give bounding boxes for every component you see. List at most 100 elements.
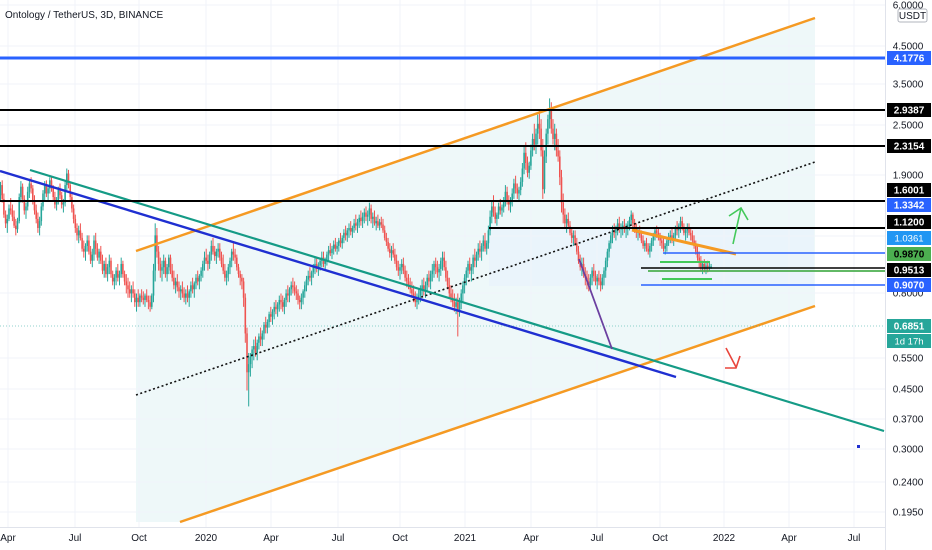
candle: [193, 281, 196, 298]
candle: [530, 144, 532, 170]
candle: [332, 240, 335, 255]
candle: [377, 214, 379, 229]
candle: [168, 254, 170, 275]
candle: [47, 185, 49, 201]
candle: [591, 267, 593, 286]
candle: [428, 270, 430, 288]
candle: [684, 228, 687, 241]
price-tag: 1.6001: [887, 183, 931, 197]
candle: [421, 279, 423, 298]
candle: [241, 274, 243, 290]
svg-text:4.1776: 4.1776: [894, 54, 925, 65]
blue-descending-trendline: [0, 169, 677, 379]
candle: [423, 277, 425, 296]
candle: [179, 285, 182, 300]
candle: [6, 214, 9, 233]
candle: [173, 270, 175, 290]
candle: [485, 240, 488, 255]
price-tick-label: 6.0000: [893, 1, 924, 12]
candle: [477, 243, 479, 261]
price-scale[interactable]: 6.00004.50003.50002.50001.90001.40000.80…: [885, 0, 932, 550]
candle: [599, 274, 602, 292]
price-tag: 0.9070: [887, 278, 931, 292]
candle: [666, 237, 668, 252]
price-tag: 0.9513: [887, 263, 931, 277]
candle: [239, 270, 241, 286]
candle: [247, 352, 250, 407]
candle: [402, 257, 405, 275]
candle: [183, 287, 185, 303]
orange-resistance-segment: [631, 228, 737, 256]
time-tick-label: Jul: [591, 533, 604, 544]
candle: [270, 306, 272, 323]
candle: [18, 193, 20, 224]
candle: [339, 232, 342, 248]
candle: [186, 285, 189, 303]
candle: [647, 243, 649, 255]
candle: [351, 225, 354, 238]
candle: [353, 218, 355, 233]
candle: [195, 274, 197, 290]
candle: [496, 212, 498, 226]
candle: [429, 270, 432, 290]
candle: [574, 230, 576, 246]
candle: [50, 177, 53, 192]
time-tick-label: Jul: [69, 533, 82, 544]
horizontal-levels: [0, 56, 886, 327]
candle: [83, 240, 85, 258]
candle: [492, 195, 495, 217]
candle: [72, 204, 75, 224]
candle: [219, 243, 221, 261]
candle: [650, 237, 653, 252]
candle: [363, 208, 366, 224]
time-tick-label: Oct: [652, 533, 668, 544]
candle: [645, 237, 648, 252]
candle: [470, 263, 473, 282]
candle: [123, 270, 126, 286]
candle: [542, 138, 544, 199]
candle: [13, 210, 15, 229]
candle: [273, 302, 275, 320]
candle: [139, 293, 141, 307]
candle: [0, 181, 2, 201]
candle: [361, 212, 364, 229]
candle: [140, 289, 143, 303]
candle: [355, 214, 357, 231]
candle: [157, 245, 160, 271]
candle: [91, 248, 94, 268]
candle: [117, 263, 119, 282]
candle: [309, 267, 311, 282]
svg-text:0.9870: 0.9870: [894, 250, 925, 261]
time-tick-label: Apr: [781, 533, 797, 544]
candle: [514, 175, 517, 194]
candle: [77, 225, 80, 244]
candle: [708, 262, 711, 271]
candle: [242, 277, 245, 307]
candle: [145, 289, 148, 303]
candle: [159, 257, 162, 278]
candle: [127, 277, 129, 298]
price-tick-label: 0.3700: [893, 415, 924, 426]
candle: [348, 223, 350, 238]
candle: [440, 257, 442, 276]
candle: [76, 223, 78, 241]
price-tag: 1.0361: [887, 231, 931, 245]
candle: [484, 232, 486, 252]
time-scale[interactable]: Apr Jul Oct 2020 Apr Jul Oct 2021 Apr Jul Oct 2022 A…: [0, 527, 886, 545]
candle: [38, 216, 41, 236]
candle: [642, 235, 644, 249]
candle: [565, 214, 568, 233]
candle: [67, 169, 70, 189]
candle: [518, 186, 520, 201]
channel-fills: [136, 18, 815, 522]
candle: [149, 295, 151, 312]
candle: [101, 254, 104, 275]
candle: [96, 243, 99, 261]
candle: [81, 232, 83, 252]
price-tick-label: 0.5500: [893, 354, 924, 365]
candle: [508, 195, 510, 211]
candle: [229, 257, 231, 275]
candle: [487, 225, 490, 249]
candle: [445, 260, 447, 282]
